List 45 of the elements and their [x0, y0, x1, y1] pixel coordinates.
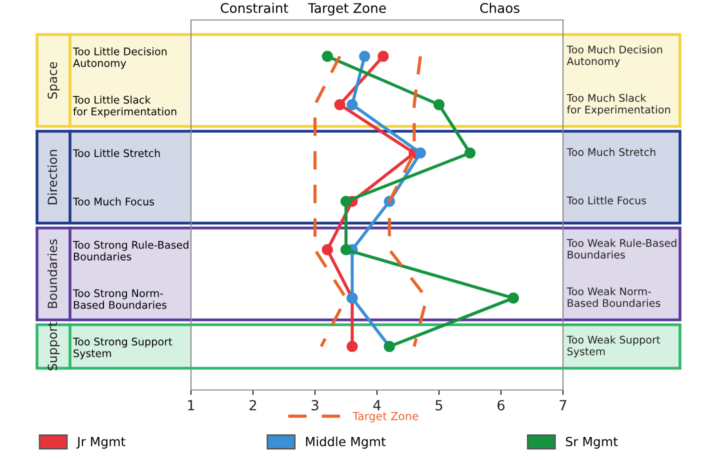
legend-label: Sr Mgmt	[566, 436, 618, 449]
point	[414, 147, 426, 159]
x-tick-label: 1	[188, 400, 194, 410]
y2-tick-label: Too Weak Norm- Based Boundaries	[566, 287, 660, 307]
text: Target Zone	[352, 412, 418, 422]
y-tick-label: Too Little Slack for Experimentation	[72, 96, 176, 118]
legend-label: Middle Mgmt	[306, 436, 386, 449]
text: Chaos	[480, 2, 520, 14]
point	[359, 50, 370, 62]
point	[340, 196, 352, 207]
text: Boundaries	[47, 239, 58, 308]
y-tick-label: Too Strong Support System	[72, 338, 172, 360]
y2-tick-label: Too Much Stretch	[566, 148, 656, 156]
point	[340, 244, 352, 256]
y2-tick-label: Too Much Slack for Experimentation	[566, 94, 670, 116]
point	[378, 50, 389, 62]
y-tick-label: Too Strong Rule-Based Boundaries	[72, 240, 188, 260]
point	[334, 99, 346, 110]
text: Support	[48, 322, 60, 370]
y2-tick-label: Too Little Focus	[566, 196, 646, 204]
x-tick-label: 4	[373, 400, 381, 410]
y-tick-label: Too Strong Norm- Based Boundaries	[72, 289, 166, 309]
text: Constraint	[220, 2, 288, 14]
x-tick-label: 7	[560, 400, 566, 410]
y-tick-label: Too Little Decision Autonomy	[72, 47, 167, 70]
point	[346, 99, 358, 110]
x-tick-label: 5	[436, 400, 442, 410]
point	[508, 292, 519, 304]
y-tick-label: Too Little Stretch	[72, 149, 160, 158]
point	[433, 99, 445, 110]
text: Direction	[47, 150, 58, 204]
text: Target Zone	[308, 3, 386, 16]
point	[346, 340, 358, 352]
point	[322, 244, 333, 256]
y2-tick-label: Too Weak Support System	[566, 336, 660, 358]
y2-tick-label: Too Much Decision Autonomy	[566, 45, 662, 68]
legend-label: Jr Mgmt	[76, 437, 126, 449]
point	[464, 147, 476, 159]
point	[322, 50, 333, 62]
x-tick-label: 6	[498, 400, 505, 410]
y-tick-label: Too Much Focus	[72, 197, 154, 206]
text: Space	[48, 62, 60, 99]
x-tick-label: 2	[250, 400, 256, 410]
x-tick-label: 3	[312, 400, 318, 410]
y2-tick-label: Too Weak Rule-Based Boundaries	[566, 238, 676, 259]
